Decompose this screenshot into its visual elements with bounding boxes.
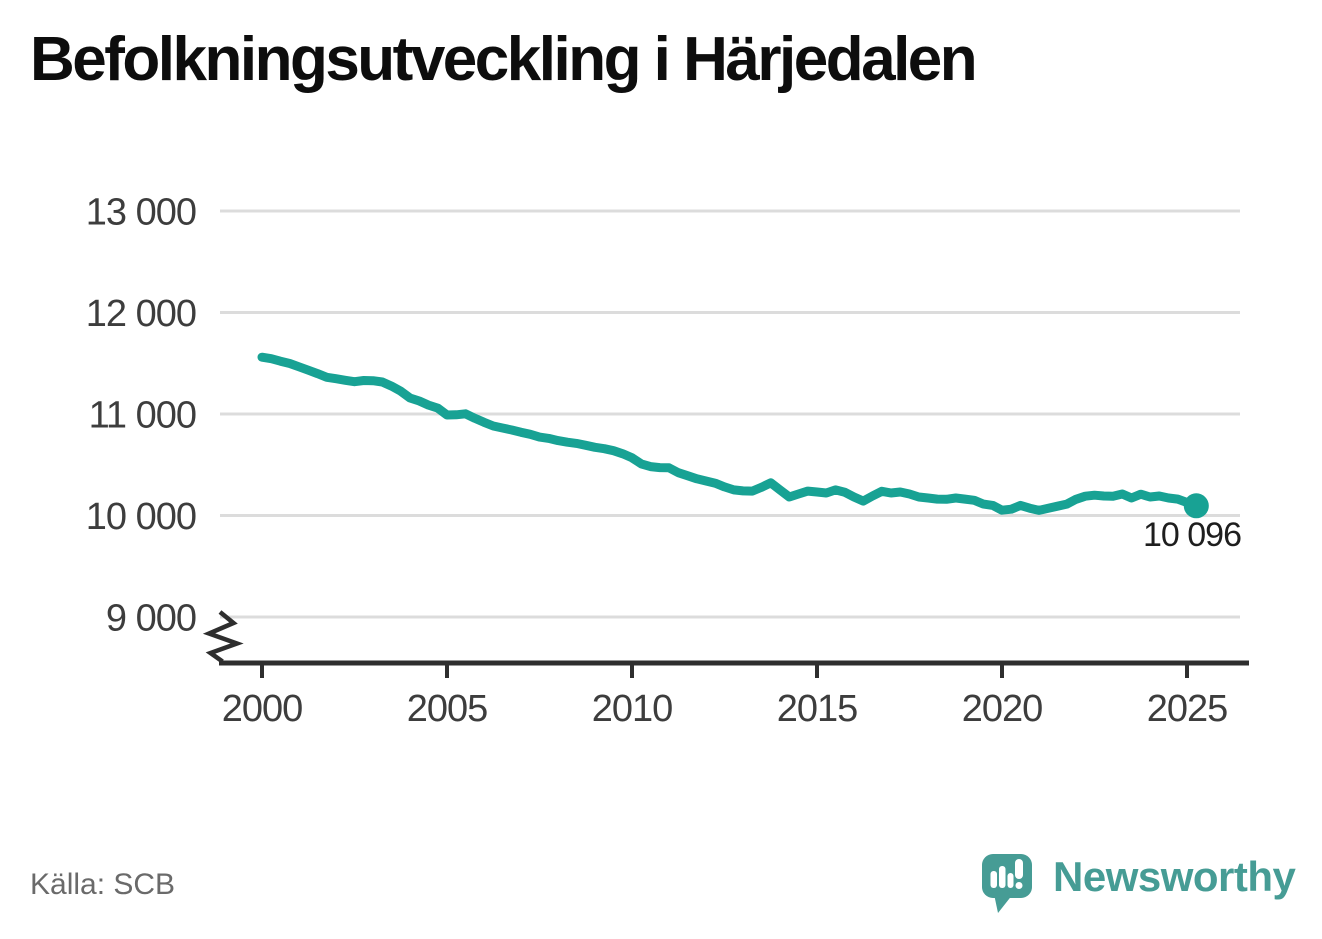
exclamation-dot	[1015, 882, 1023, 889]
newsworthy-logo-icon	[982, 854, 1032, 913]
y-axis-labels: 13 000 12 000 11 000 10 000 9 000	[86, 192, 197, 640]
gridlines	[220, 209, 1240, 619]
x-tick-label: 2015	[777, 688, 858, 730]
last-value-dot	[1183, 493, 1209, 519]
newsworthy-logo-text: Newsworthy	[1053, 853, 1296, 900]
source-note: Källa: SCB	[30, 868, 176, 901]
bar-1	[990, 871, 997, 888]
x-tick-label: 2020	[962, 688, 1043, 730]
y-tick-label: 11 000	[89, 395, 196, 437]
end-value-label: 10 096	[1143, 516, 1241, 554]
y-tick-label: 13 000	[86, 192, 196, 234]
y-tick-label: 10 000	[86, 496, 196, 538]
population-line	[257, 352, 1201, 515]
axis-break-symbol	[202, 610, 244, 664]
bar-2	[999, 866, 1006, 888]
x-axis: 2000 2005 2010 2015 2020 2025	[219, 660, 1249, 730]
y-tick-label: 9 000	[106, 598, 196, 640]
data-series	[257, 352, 1209, 519]
speech-bubble-tail	[994, 894, 1013, 913]
bar-3	[1007, 873, 1014, 888]
chart-title: Befolkningsutveckling i Härjedalen	[30, 25, 978, 94]
x-tick-label: 2010	[592, 688, 673, 730]
y-tick-label: 12 000	[86, 293, 196, 335]
x-tick-label: 2005	[407, 688, 488, 730]
newsworthy-logo: Newsworthy	[982, 853, 1296, 916]
x-tick-label: 2000	[222, 688, 303, 730]
exclamation-bar	[1015, 859, 1023, 879]
speech-bubble-shape	[982, 854, 1032, 898]
x-tick-label: 2025	[1147, 688, 1228, 730]
